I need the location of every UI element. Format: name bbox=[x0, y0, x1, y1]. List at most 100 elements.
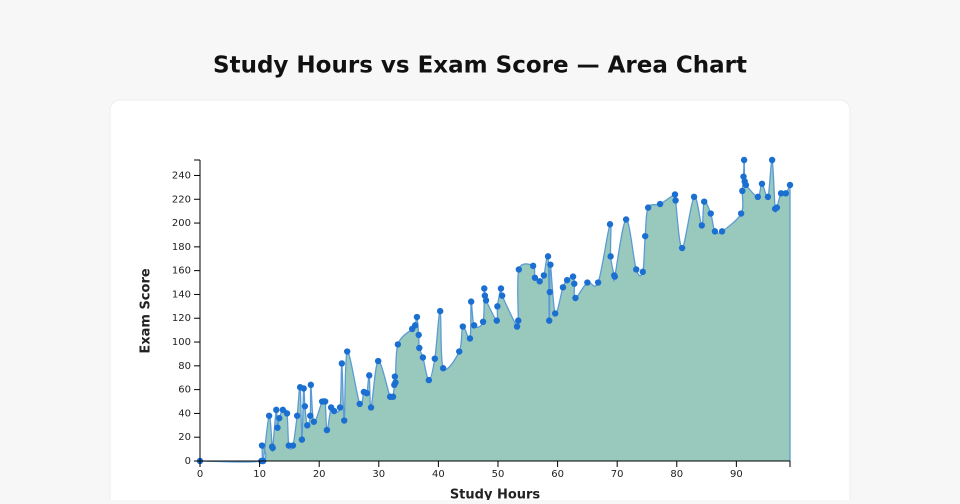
x-tick-label: 80 bbox=[670, 469, 683, 480]
point bbox=[338, 360, 346, 367]
point bbox=[773, 204, 781, 211]
point bbox=[606, 221, 614, 228]
point bbox=[298, 436, 306, 443]
point bbox=[711, 228, 719, 235]
point bbox=[639, 268, 646, 276]
point bbox=[754, 193, 762, 201]
point bbox=[739, 187, 746, 195]
point bbox=[607, 253, 614, 260]
y-tick-label: 0 bbox=[185, 456, 191, 467]
y-tick-label: 100 bbox=[172, 337, 191, 348]
x-axis-label: Study Hours bbox=[450, 488, 541, 501]
point bbox=[425, 376, 433, 384]
point bbox=[768, 156, 776, 164]
x-tick-label: 90 bbox=[730, 469, 743, 480]
point bbox=[356, 400, 363, 408]
y-tick-label: 40 bbox=[178, 408, 191, 419]
point bbox=[515, 266, 523, 273]
point bbox=[584, 279, 591, 286]
x-tick-label: 50 bbox=[492, 469, 505, 480]
point bbox=[265, 412, 273, 419]
point bbox=[777, 190, 785, 197]
point bbox=[344, 348, 351, 355]
point bbox=[258, 442, 266, 449]
point bbox=[419, 354, 427, 361]
point bbox=[740, 156, 748, 164]
point bbox=[300, 385, 307, 392]
y-axis-label: Exam Score bbox=[139, 268, 154, 354]
point bbox=[563, 276, 571, 284]
point bbox=[482, 297, 490, 304]
point bbox=[572, 294, 579, 302]
point bbox=[391, 373, 399, 380]
point bbox=[513, 323, 521, 330]
point bbox=[544, 253, 552, 260]
point bbox=[374, 357, 382, 365]
point bbox=[698, 222, 705, 229]
point bbox=[546, 288, 554, 296]
point bbox=[718, 228, 726, 235]
point bbox=[531, 274, 539, 281]
y-tick-label: 220 bbox=[172, 194, 191, 205]
point bbox=[498, 292, 506, 299]
point bbox=[758, 180, 766, 187]
point bbox=[304, 422, 311, 429]
point bbox=[479, 318, 487, 326]
point bbox=[786, 181, 794, 189]
point bbox=[671, 191, 679, 198]
point bbox=[321, 398, 329, 405]
point bbox=[336, 404, 344, 411]
point bbox=[323, 426, 331, 434]
point bbox=[415, 331, 422, 339]
point bbox=[737, 210, 745, 217]
point bbox=[456, 348, 463, 355]
point bbox=[279, 406, 287, 414]
point bbox=[439, 365, 447, 372]
y-tick-label: 140 bbox=[172, 289, 191, 300]
y-tick-label: 180 bbox=[172, 242, 191, 253]
point bbox=[273, 406, 280, 414]
point bbox=[494, 303, 501, 310]
point bbox=[559, 284, 567, 291]
point bbox=[644, 204, 652, 211]
point bbox=[366, 372, 373, 379]
point bbox=[547, 261, 554, 268]
point bbox=[493, 317, 500, 324]
point bbox=[529, 262, 537, 270]
point bbox=[594, 279, 602, 286]
point bbox=[276, 414, 283, 422]
point bbox=[307, 381, 315, 389]
point bbox=[678, 244, 686, 252]
point bbox=[363, 389, 371, 397]
point bbox=[536, 278, 543, 285]
x-tick-label: 40 bbox=[432, 469, 445, 480]
point bbox=[764, 193, 772, 201]
point bbox=[416, 344, 423, 352]
point bbox=[307, 412, 314, 419]
point bbox=[690, 193, 698, 201]
x-tick-label: 70 bbox=[611, 469, 624, 480]
point bbox=[466, 335, 474, 342]
point bbox=[700, 198, 708, 205]
point bbox=[497, 285, 505, 292]
y-tick-label: 240 bbox=[172, 170, 191, 181]
point bbox=[436, 307, 444, 315]
point bbox=[310, 418, 318, 425]
point bbox=[470, 322, 478, 329]
y-tick-label: 160 bbox=[172, 266, 191, 277]
y-tick-label: 80 bbox=[178, 361, 191, 372]
point bbox=[540, 272, 548, 279]
y-tick-label: 120 bbox=[172, 313, 191, 324]
point bbox=[481, 285, 488, 292]
point bbox=[467, 298, 475, 305]
point bbox=[274, 424, 281, 431]
point bbox=[742, 181, 750, 189]
point bbox=[367, 404, 375, 411]
point bbox=[411, 322, 419, 329]
point bbox=[707, 210, 714, 217]
point bbox=[551, 310, 559, 317]
y-tick-label: 20 bbox=[178, 432, 191, 443]
point bbox=[293, 412, 301, 419]
